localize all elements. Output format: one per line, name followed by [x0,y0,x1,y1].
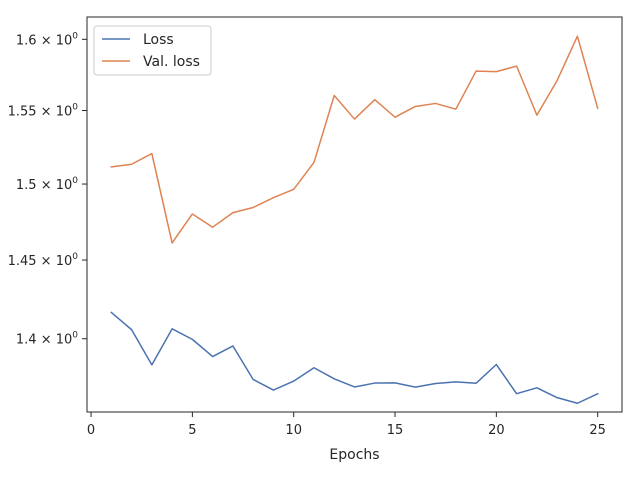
x-tick-label: 5 [188,423,196,438]
plot-area [86,16,623,413]
x-tick-label: 10 [285,423,302,438]
series-line-loss [110,311,599,404]
y-tick-label: 1.45 × 100 [8,252,79,269]
legend: Loss Val. loss [93,25,212,76]
x-tick-label: 20 [488,423,505,438]
y-axis-ticks: 1.4 × 100 1.45 × 100 1.5 × 100 1.55 × 100 1.… [8,31,87,348]
legend-label-loss: Loss [143,32,174,48]
y-tick-label: 1.5 × 100 [16,176,78,193]
legend-label-val-loss: Val. loss [143,54,200,70]
x-axis-label: Epochs [329,447,379,463]
y-tick-label: 1.4 × 100 [16,331,78,348]
x-axis-ticks: 0 5 10 15 20 25 [87,412,606,438]
x-tick-label: 25 [589,423,606,438]
x-tick-label: 15 [387,423,404,438]
y-tick-label: 1.6 × 100 [16,31,78,48]
series-layer [110,35,599,404]
x-tick-label: 0 [87,423,95,438]
y-tick-label: 1.55 × 100 [8,103,79,120]
series-line-val-loss [110,35,599,244]
